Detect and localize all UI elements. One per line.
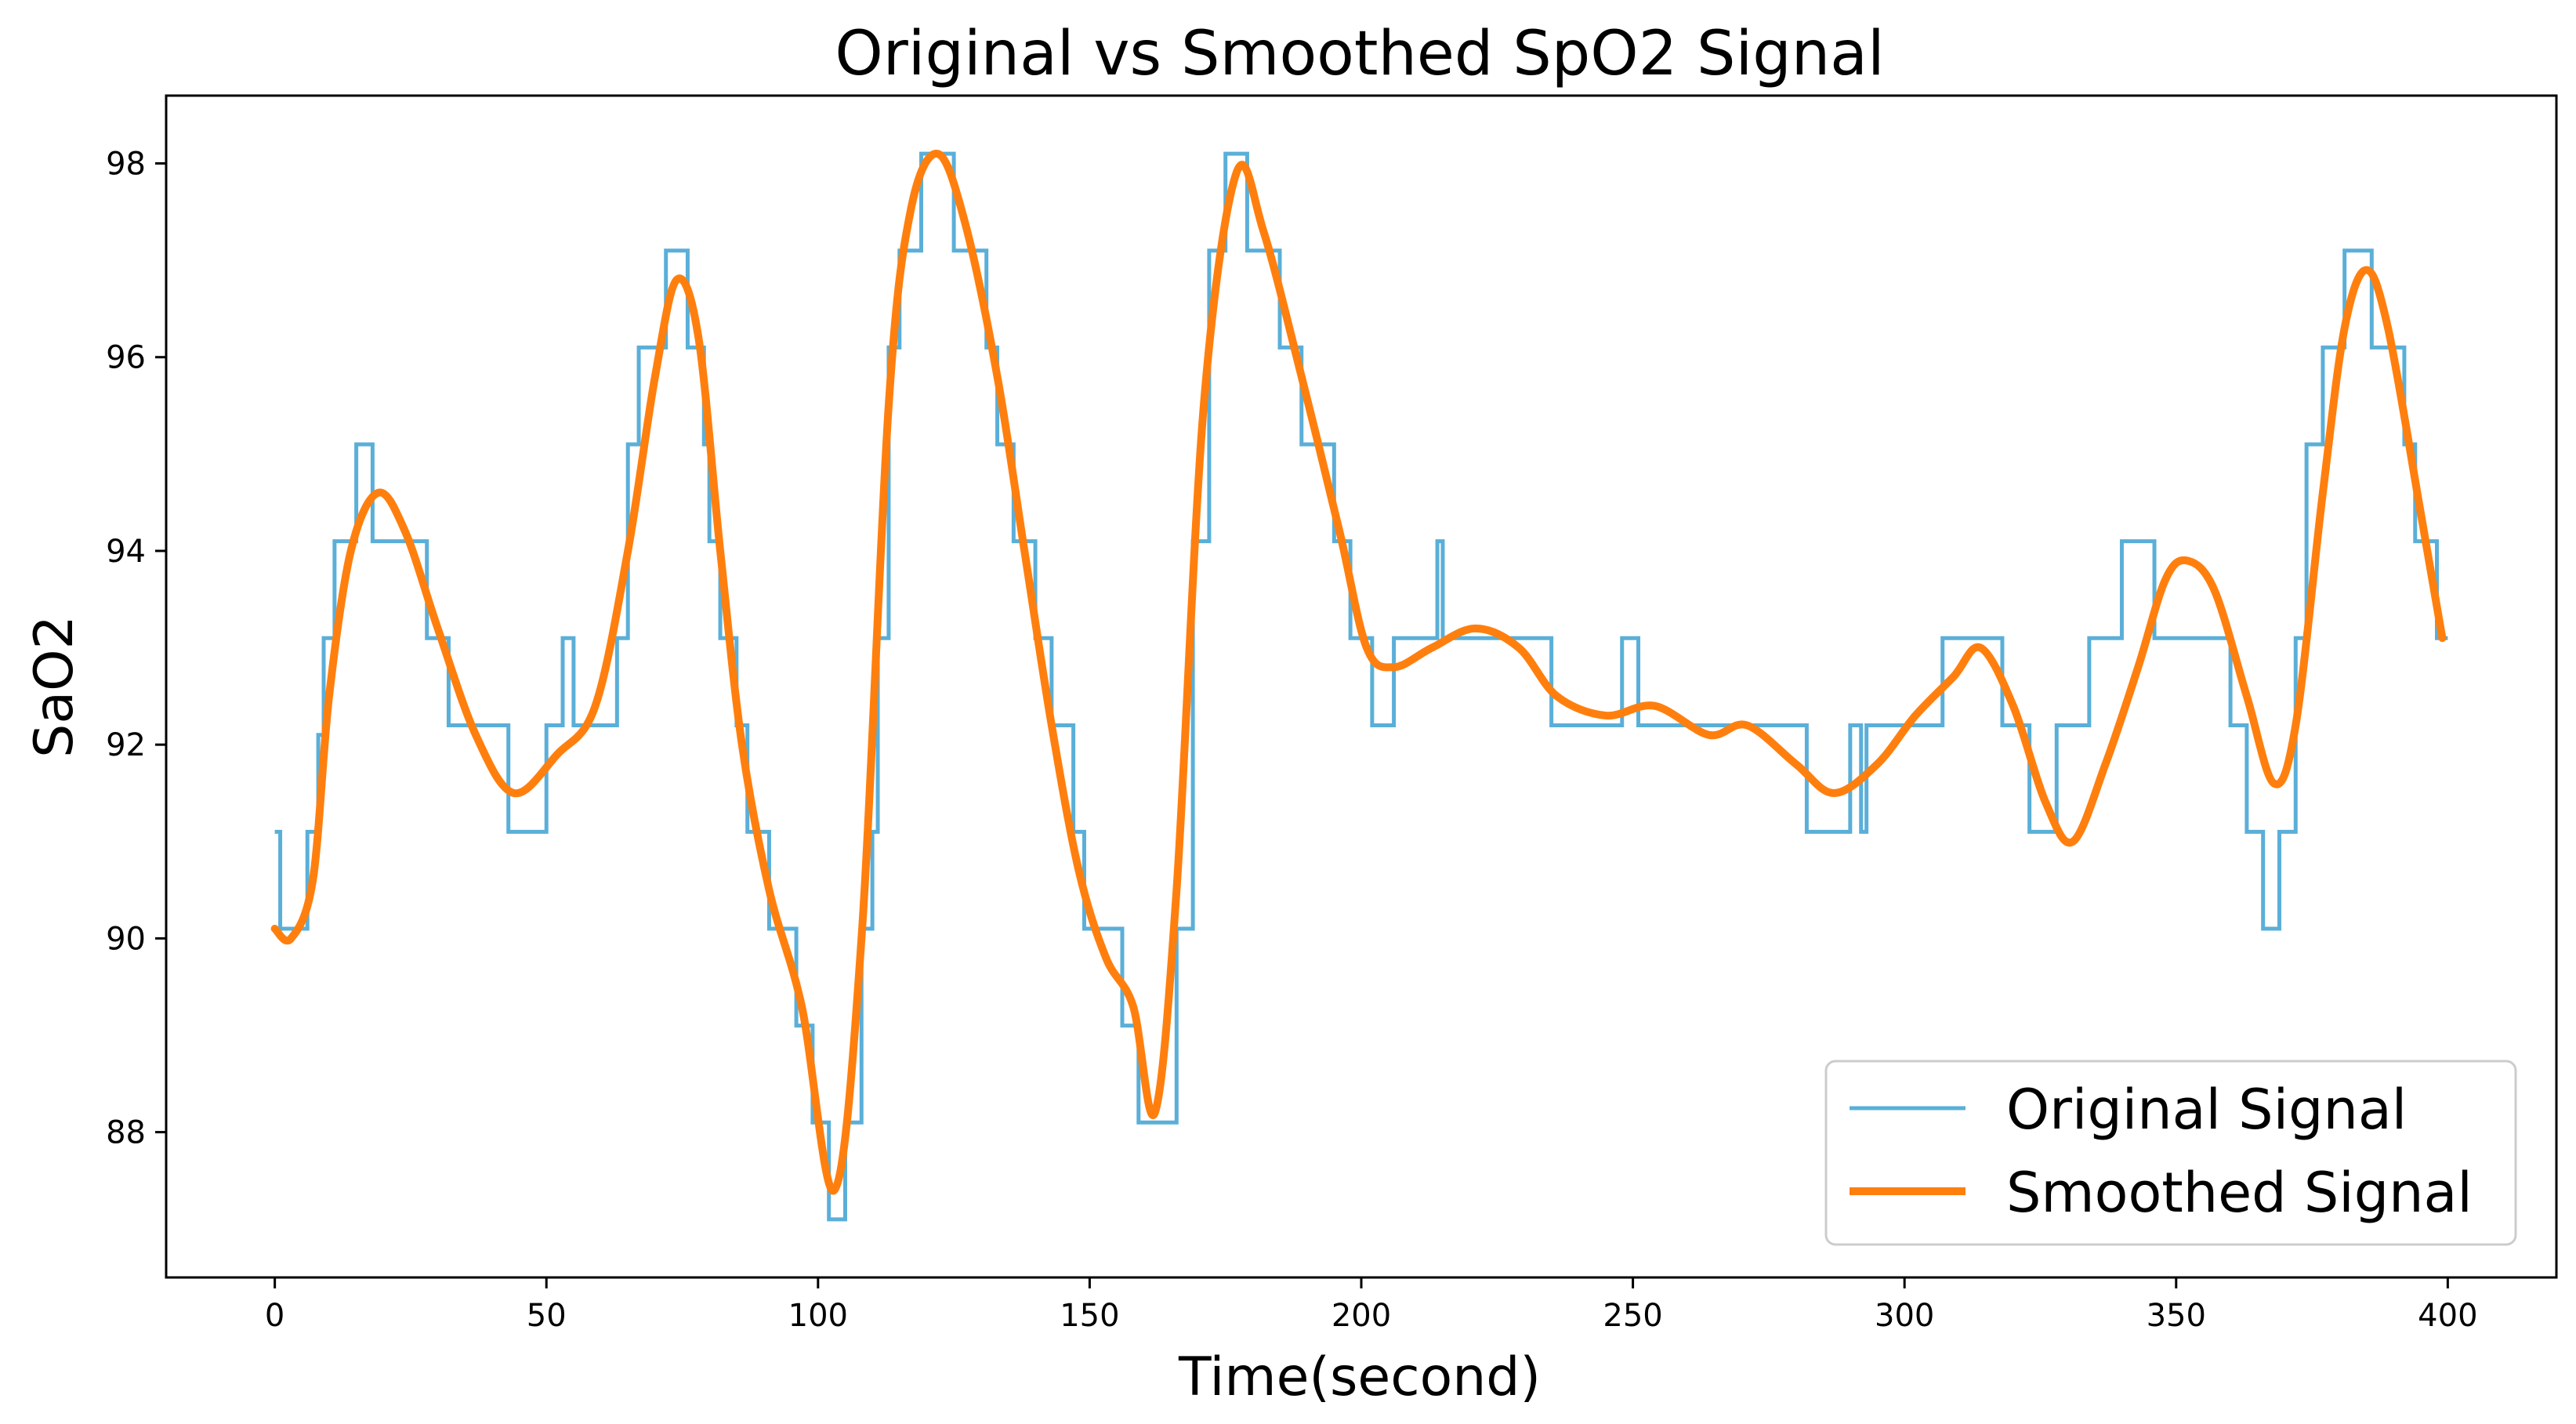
x-tick-label: 250 xyxy=(1603,1298,1662,1334)
y-tick-label: 94 xyxy=(106,534,146,570)
y-tick-label: 98 xyxy=(106,147,146,183)
plot-area xyxy=(270,150,2448,1222)
legend-label-smoothed: Smoothed Signal xyxy=(2006,1161,2473,1225)
x-tick-label: 150 xyxy=(1060,1298,1119,1334)
chart-title: Original vs Smoothed SpO2 Signal xyxy=(835,19,1884,89)
x-tick-label: 50 xyxy=(527,1298,567,1334)
legend-box xyxy=(1824,1060,2517,1246)
legend: Original Signal Smoothed Signal xyxy=(1824,1060,2517,1246)
y-tick-label: 88 xyxy=(106,1115,146,1151)
x-tick-label: 300 xyxy=(1875,1298,1934,1334)
x-axis-label: Time(second) xyxy=(1178,1346,1541,1408)
x-tick-label: 100 xyxy=(788,1298,848,1334)
y-axis-label: SaO2 xyxy=(24,615,85,758)
x-tick-label: 350 xyxy=(2147,1298,2206,1334)
x-tick-label: 0 xyxy=(265,1298,284,1334)
y-axis: 88 90 92 94 96 98 xyxy=(106,147,166,1151)
x-tick-label: 400 xyxy=(2418,1298,2477,1334)
x-tick-label: 200 xyxy=(1331,1298,1391,1334)
y-tick-label: 96 xyxy=(106,340,146,376)
x-axis: 0 50 100 150 200 250 300 350 400 xyxy=(265,1277,2478,1334)
legend-label-original: Original Signal xyxy=(2006,1078,2407,1142)
series-smoothed-signal-line xyxy=(270,150,2447,1195)
y-tick-label: 92 xyxy=(106,727,146,763)
y-tick-label: 90 xyxy=(106,921,146,957)
